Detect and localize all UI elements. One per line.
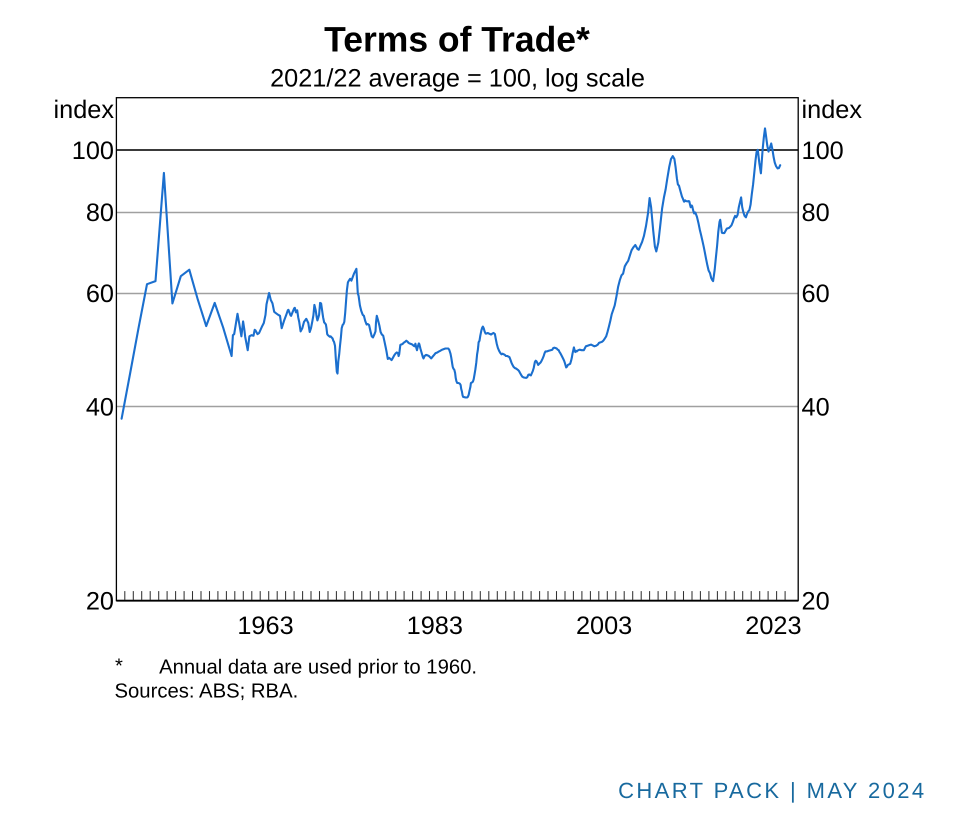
svg-text:20: 20: [802, 588, 830, 616]
svg-text:index: index: [802, 96, 863, 124]
svg-text:80: 80: [86, 199, 114, 227]
svg-text:1963: 1963: [237, 612, 293, 640]
svg-text:40: 40: [86, 393, 114, 421]
svg-text:60: 60: [802, 280, 830, 308]
svg-text:2023: 2023: [745, 612, 801, 640]
svg-text:*: *: [115, 656, 123, 678]
svg-text:1983: 1983: [407, 612, 463, 640]
svg-text:CHART PACK | MAY 2024: CHART PACK | MAY 2024: [618, 778, 926, 803]
svg-text:2021/22 average = 100, log sca: 2021/22 average = 100, log scale: [270, 65, 645, 93]
svg-text:2003: 2003: [576, 612, 632, 640]
svg-text:60: 60: [86, 280, 114, 308]
svg-text:20: 20: [86, 588, 114, 616]
svg-text:Terms of Trade*: Terms of Trade*: [324, 20, 590, 60]
svg-text:Sources: ABS; RBA.: Sources: ABS; RBA.: [115, 681, 299, 703]
svg-text:Annual data are used prior to: Annual data are used prior to 1960.: [159, 657, 477, 679]
svg-text:40: 40: [802, 393, 830, 421]
svg-text:80: 80: [802, 199, 830, 227]
svg-text:100: 100: [802, 137, 844, 165]
svg-text:100: 100: [72, 137, 114, 165]
svg-text:index: index: [54, 96, 115, 124]
